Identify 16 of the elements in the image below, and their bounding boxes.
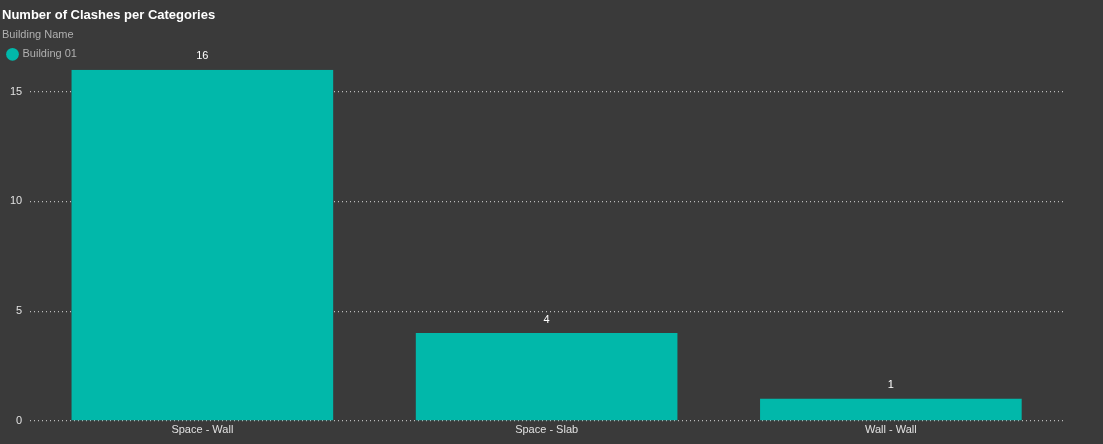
x-tick-label: Wall - Wall	[865, 423, 917, 436]
x-tick-label: Space - Slab	[515, 423, 579, 436]
y-tick-label: 0	[16, 413, 23, 426]
bar	[71, 69, 334, 421]
bar	[760, 398, 1022, 421]
y-tick-label: 15	[9, 84, 23, 97]
data-label: 4	[543, 312, 550, 325]
y-tick-label: 5	[16, 304, 23, 317]
x-tick-label: Space - Wall	[171, 423, 234, 436]
chart-title: Number of Clashes per Categories	[2, 7, 216, 23]
legend-title: Building Name	[2, 28, 74, 41]
y-tick-label: 10	[9, 194, 23, 207]
data-label: 16	[196, 49, 209, 62]
bar	[415, 333, 678, 421]
data-label: 1	[887, 378, 894, 391]
legend-label: Building 01	[22, 47, 77, 60]
